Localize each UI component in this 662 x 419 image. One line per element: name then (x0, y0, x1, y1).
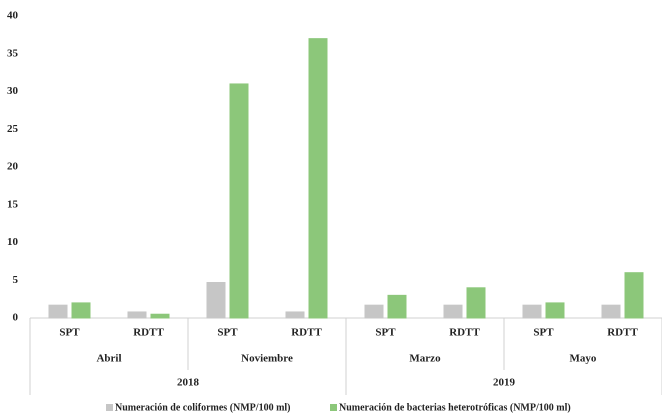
legend-label: Numeración de bacterias heterotróficas (… (339, 402, 571, 413)
y-tick-label: 20 (7, 161, 19, 173)
y-tick-label: 30 (7, 85, 19, 97)
x-tick-label: SPT (59, 327, 80, 339)
x-tick-label: RDTT (291, 327, 322, 339)
month-label: Marzo (409, 353, 441, 365)
bar (624, 272, 644, 319)
month-label: Noviembre (241, 353, 293, 365)
bar (308, 38, 328, 319)
bar (364, 304, 384, 319)
x-tick-label: SPT (375, 327, 396, 339)
bar (71, 302, 91, 319)
bar (48, 304, 68, 319)
bar (443, 304, 463, 319)
bar (127, 311, 147, 319)
bar (522, 304, 542, 319)
bar (466, 287, 486, 319)
legend-swatch (106, 404, 113, 411)
x-tick-label: RDTT (607, 327, 638, 339)
legend-swatch (330, 404, 337, 411)
y-tick-label: 15 (7, 198, 19, 210)
y-tick-label: 10 (7, 236, 19, 248)
year-label: 2018 (177, 377, 200, 389)
y-tick-label: 5 (13, 274, 19, 286)
bar (545, 302, 565, 319)
y-tick-label: 0 (13, 312, 19, 324)
y-tick-label: 40 (7, 10, 19, 22)
year-label: 2019 (493, 377, 516, 389)
bar (285, 311, 305, 319)
bar (387, 294, 407, 319)
bar (150, 313, 170, 319)
month-label: Mayo (570, 353, 597, 365)
x-tick-label: SPT (533, 327, 554, 339)
legend-label: Numeración de coliformes (NMP/100 ml) (115, 402, 291, 413)
bar (601, 304, 621, 319)
bar (206, 282, 226, 319)
bar (229, 83, 249, 319)
x-tick-label: RDTT (449, 327, 480, 339)
month-label: Abril (96, 353, 121, 365)
x-tick-label: SPT (217, 327, 238, 339)
x-tick-label: RDTT (133, 327, 164, 339)
y-tick-label: 35 (7, 47, 19, 59)
y-tick-label: 25 (7, 123, 19, 135)
